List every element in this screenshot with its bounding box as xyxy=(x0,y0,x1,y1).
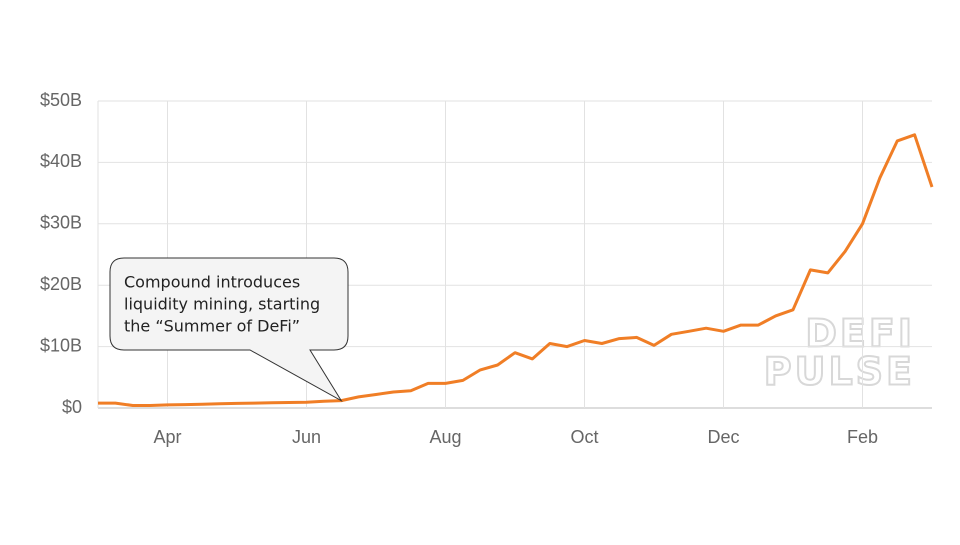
data-line xyxy=(98,133,934,407)
y-tick-label: $20B xyxy=(40,274,82,294)
x-tick-label: Apr xyxy=(153,427,181,447)
x-tick-label: Dec xyxy=(707,427,739,447)
y-tick-label: $0 xyxy=(62,397,82,417)
watermark: DEFI xyxy=(805,312,915,356)
y-tick-label: $40B xyxy=(40,151,82,171)
callout-box xyxy=(109,257,349,402)
annotation-text: Compound introduces xyxy=(124,273,300,292)
annotation-text: the “Summer of DeFi” xyxy=(124,317,300,336)
x-tick-label: Aug xyxy=(429,427,461,447)
y-tick-label: $10B xyxy=(40,335,82,355)
y-tick-label: $50B xyxy=(40,90,82,110)
watermark: PULSE xyxy=(764,350,915,394)
x-tick-label: Oct xyxy=(570,427,598,447)
x-tick-label: Jun xyxy=(292,427,321,447)
annotation-text: liquidity mining, starting xyxy=(124,295,320,314)
y-tick-label: $30B xyxy=(40,213,82,233)
x-tick-label: Feb xyxy=(847,427,878,447)
